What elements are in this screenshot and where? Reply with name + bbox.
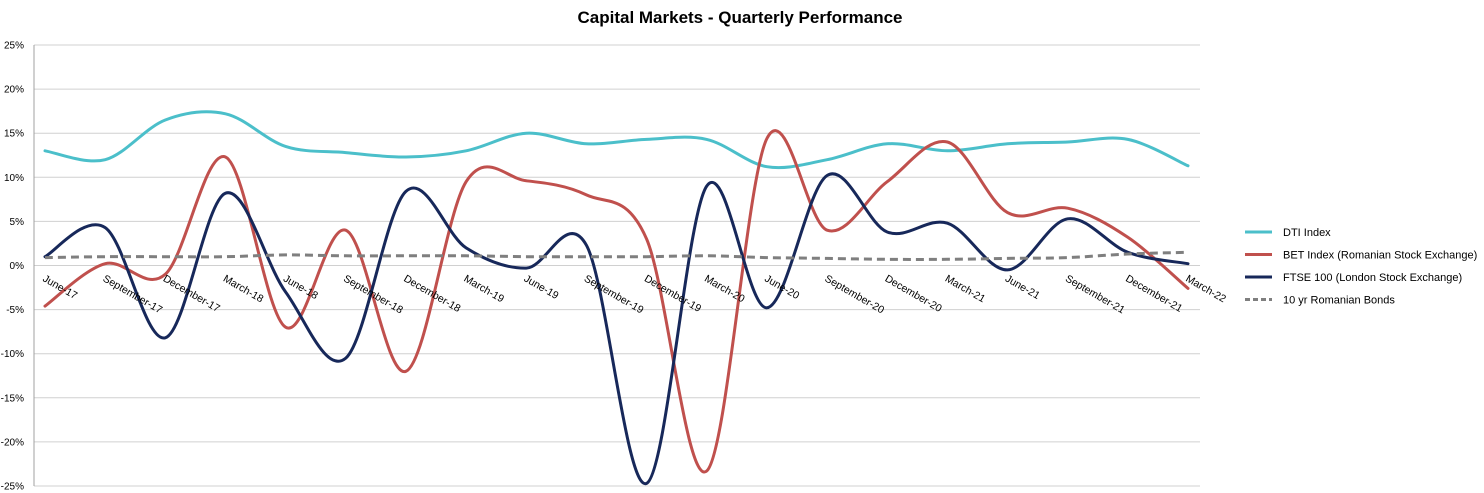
x-tick-label: March-19 (462, 273, 507, 306)
y-tick-label: -5% (6, 305, 24, 316)
x-tick-label: June-19 (522, 273, 561, 302)
y-tick-label: -25% (1, 482, 24, 493)
x-tick-label: March-18 (221, 273, 266, 306)
x-tick-label: December-18 (401, 273, 462, 315)
x-tick-label: December-19 (642, 273, 703, 315)
legend-label: DTI Index (1283, 227, 1331, 239)
x-tick-label: March-21 (943, 273, 988, 306)
y-tick-label: -10% (1, 349, 24, 360)
y-tick-label: 0% (10, 261, 25, 272)
x-tick-label: March-22 (1184, 273, 1229, 306)
y-tick-label: 20% (4, 85, 24, 96)
legend-label: BET Index (Romanian Stock Exchange) (1283, 250, 1477, 262)
legend: DTI Index BET Index (Romanian Stock Excha… (1245, 227, 1477, 307)
gridlines (33, 44, 1200, 487)
x-tick-label: June-17 (41, 273, 80, 302)
y-tick-label: 25% (4, 41, 24, 52)
y-tick-label: 10% (4, 173, 24, 184)
y-axis-ticks: 25% 20% 15% 10% 5% 0% -5% -10% -15% -20% -25% (1, 41, 24, 493)
series-line-1 (43, 110, 1190, 170)
y-tick-label: -15% (1, 393, 24, 404)
chart-title: Capital Markets - Quarterly Performance (577, 8, 902, 27)
x-tick-label: June-18 (281, 273, 320, 302)
y-tick-label: -20% (1, 437, 24, 448)
series-lines (43, 110, 1190, 485)
x-tick-label: June-20 (762, 273, 801, 302)
x-tick-label: December-20 (883, 273, 944, 315)
series-line-2 (43, 129, 1190, 474)
y-tick-label: 15% (4, 129, 24, 140)
x-tick-label: June-21 (1003, 273, 1042, 302)
y-tick-label: 5% (10, 217, 25, 228)
legend-label: FTSE 100 (London Stock Exchange) (1283, 272, 1462, 284)
series-line-3 (43, 172, 1190, 485)
legend-label: 10 yr Romanian Bonds (1283, 295, 1395, 307)
series-line-4 (44, 250, 1189, 261)
